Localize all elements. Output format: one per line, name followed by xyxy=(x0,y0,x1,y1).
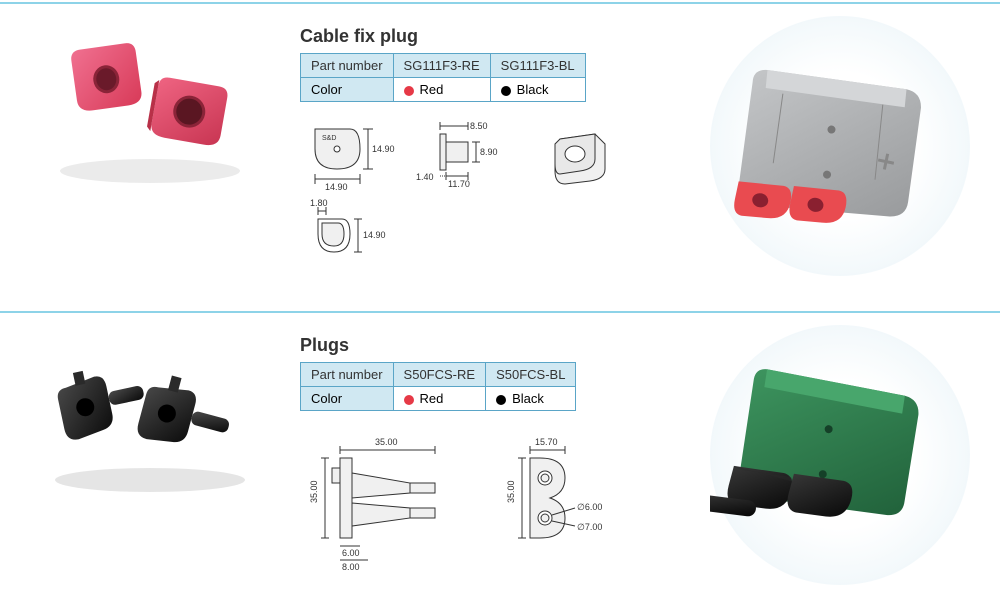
th-pn1: SG111F3-RE xyxy=(393,54,490,78)
td-black: Black xyxy=(486,387,576,411)
th-pn1: S50FCS-RE xyxy=(393,363,486,387)
svg-text:1.40: 1.40 xyxy=(416,172,434,182)
svg-text:35.00: 35.00 xyxy=(375,437,398,447)
render-plugs xyxy=(680,325,1000,585)
section-cable-fix-plug: Cable fix plug Part number SG111F3-RE SG… xyxy=(0,6,1000,309)
svg-text:35.00: 35.00 xyxy=(506,480,516,503)
td-red: Red xyxy=(393,78,490,102)
table-row: Part number SG111F3-RE SG111F3-BL xyxy=(301,54,586,78)
th-pn2: S50FCS-BL xyxy=(486,363,576,387)
svg-text:11.70: 11.70 xyxy=(448,179,470,189)
divider-top xyxy=(0,2,1000,4)
table-plugs: Part number S50FCS-RE S50FCS-BL Color Re… xyxy=(300,362,576,411)
th-part: Part number xyxy=(301,54,394,78)
diagram-plugs: 35.00 35.00 6.00 8.00 15.70 3 xyxy=(300,423,680,578)
table-cable-fix-plug: Part number SG111F3-RE SG111F3-BL Color … xyxy=(300,53,586,102)
svg-text:14.90: 14.90 xyxy=(325,182,348,192)
svg-text:15.70: 15.70 xyxy=(535,437,558,447)
table-row: Color Red Black xyxy=(301,387,576,411)
svg-text:∅6.00: ∅6.00 xyxy=(577,502,602,512)
photo-cable-fix-plug xyxy=(0,16,300,196)
table-row: Part number S50FCS-RE S50FCS-BL xyxy=(301,363,576,387)
svg-text:8.50: 8.50 xyxy=(470,121,488,131)
dot-black xyxy=(501,86,511,96)
diagram-cable-fix-plug: S&D 14.90 14.90 8.50 8.90 xyxy=(300,114,680,289)
spec-plugs: Plugs Part number S50FCS-RE S50FCS-BL Co… xyxy=(300,325,680,588)
dot-black xyxy=(496,395,506,405)
td-color-label: Color xyxy=(301,387,394,411)
photo-plugs xyxy=(0,325,300,505)
svg-text:14.90: 14.90 xyxy=(372,144,395,154)
dot-red xyxy=(404,395,414,405)
th-part: Part number xyxy=(301,363,394,387)
svg-text:1.80: 1.80 xyxy=(310,198,328,208)
title-plugs: Plugs xyxy=(300,335,680,356)
spec-cable-fix-plug: Cable fix plug Part number SG111F3-RE SG… xyxy=(300,16,680,299)
dot-red xyxy=(404,86,414,96)
section-plugs: Plugs Part number S50FCS-RE S50FCS-BL Co… xyxy=(0,315,1000,598)
td-red: Red xyxy=(393,387,486,411)
svg-text:∅7.00: ∅7.00 xyxy=(577,522,602,532)
svg-text:8.90: 8.90 xyxy=(480,147,498,157)
th-pn2: SG111F3-BL xyxy=(490,54,585,78)
divider-mid xyxy=(0,311,1000,313)
table-row: Color Red Black xyxy=(301,78,586,102)
svg-text:S&D: S&D xyxy=(322,135,336,142)
svg-text:8.00: 8.00 xyxy=(342,562,360,572)
svg-text:6.00: 6.00 xyxy=(342,548,360,558)
svg-text:14.90: 14.90 xyxy=(363,230,386,240)
title-cable-fix-plug: Cable fix plug xyxy=(300,26,680,47)
render-cable-fix-plug xyxy=(680,16,1000,276)
td-black: Black xyxy=(490,78,585,102)
td-color-label: Color xyxy=(301,78,394,102)
svg-text:35.00: 35.00 xyxy=(309,480,319,503)
